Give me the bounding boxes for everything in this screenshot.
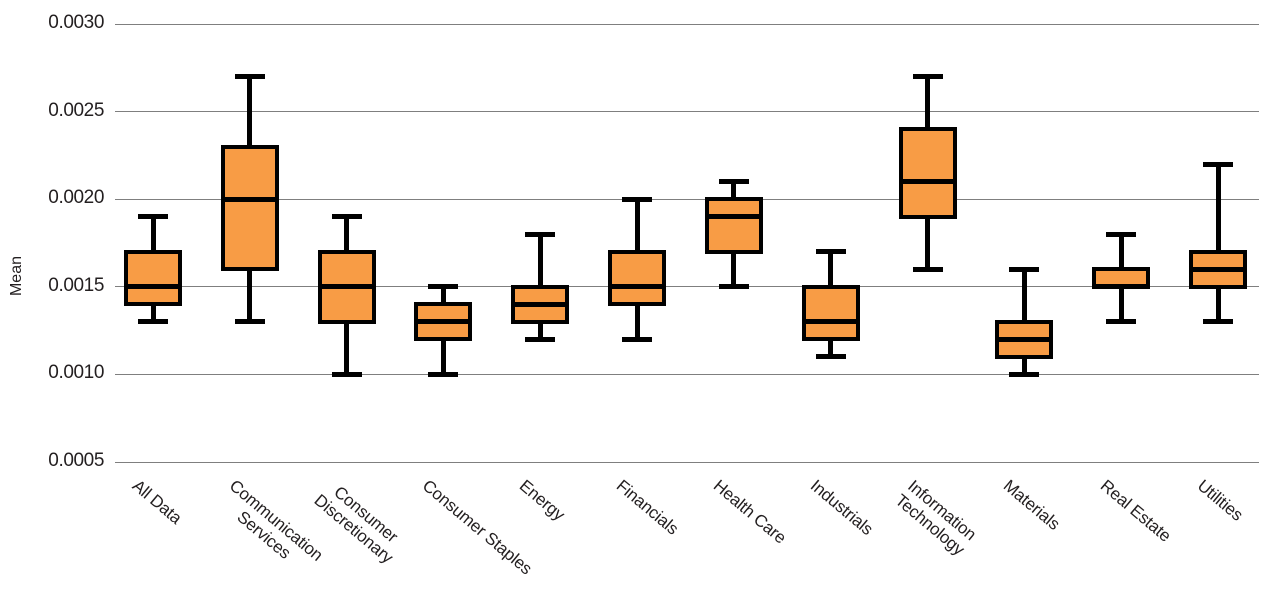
whisker-cap-top (718, 179, 749, 185)
whisker-cap-bottom (622, 336, 653, 342)
box (124, 249, 182, 307)
whisker-cap-top (1203, 161, 1233, 167)
whisker-cap-bottom (138, 319, 168, 325)
median-line (995, 336, 1054, 342)
whisker-cap-bottom (815, 354, 846, 360)
median-line (801, 319, 860, 325)
x-tick-label: Industrials (806, 476, 877, 539)
median-line (414, 319, 473, 325)
box (608, 249, 667, 307)
whisker-cap-top (912, 74, 943, 80)
box (704, 197, 763, 254)
whisker-cap-bottom (331, 371, 362, 377)
x-tick-label: All Data (128, 476, 186, 528)
y-tick-label: 0.0015 (48, 274, 104, 296)
x-tick-label: Information Technology (891, 476, 980, 560)
gridline (115, 23, 1259, 25)
whisker-cap-top (331, 214, 362, 220)
gridline (115, 286, 1259, 288)
whisker-cap-bottom (1203, 319, 1233, 325)
x-tick-label: Energy (516, 476, 569, 525)
x-tick-label: Materials (1000, 476, 1064, 534)
whisker-cap-bottom (1009, 371, 1040, 377)
whisker-cap-top (234, 74, 265, 80)
x-tick-label: Financials (612, 476, 683, 539)
median-line (317, 284, 376, 290)
x-tick-label: Communication Services (225, 476, 327, 565)
median-line (124, 284, 182, 290)
whisker-cap-top (138, 214, 168, 220)
median-line (704, 214, 763, 220)
box (898, 127, 957, 219)
whisker-line (1215, 164, 1221, 322)
whisker-cap-bottom (428, 371, 459, 377)
y-tick-label: 0.0025 (48, 99, 104, 121)
whisker-cap-bottom (1106, 319, 1137, 325)
x-tick-label: Utilities (1193, 476, 1247, 525)
whisker-cap-bottom (718, 284, 749, 290)
whisker-cap-top (1106, 231, 1137, 237)
whisker-cap-bottom (234, 319, 265, 325)
gridline (115, 461, 1259, 463)
y-tick-label: 0.0010 (48, 362, 104, 384)
x-tick-label: Real Estate (1096, 476, 1175, 546)
gridline (115, 111, 1259, 113)
gridline (115, 198, 1259, 200)
box (801, 284, 860, 342)
y-tick-label: 0.0005 (48, 450, 104, 471)
y-tick-label: 0.0020 (48, 187, 104, 209)
whisker-cap-top (815, 249, 846, 255)
whisker-cap-bottom (525, 336, 556, 342)
whisker-cap-top (1009, 266, 1040, 272)
whisker-cap-top (525, 231, 556, 237)
median-line (220, 196, 279, 202)
whisker-cap-top (428, 284, 459, 290)
x-tick-label: Consumer Discretionary (310, 482, 402, 568)
median-line (1092, 284, 1151, 290)
median-line (898, 179, 957, 185)
y-tick-label: 0.0030 (48, 12, 104, 33)
median-line (1189, 266, 1247, 272)
x-tick-label: Health Care (709, 476, 790, 548)
median-line (511, 301, 570, 307)
median-line (608, 284, 667, 290)
whisker-cap-top (622, 196, 653, 202)
whisker-cap-bottom (912, 266, 943, 272)
gridline (115, 373, 1259, 375)
box (220, 144, 279, 272)
